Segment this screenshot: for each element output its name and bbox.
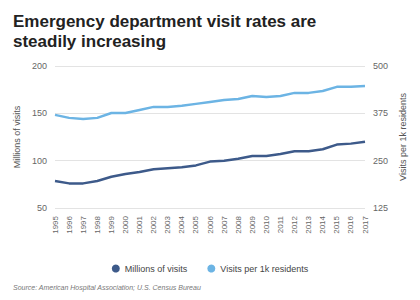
svg-text:Visits per 1k residents: Visits per 1k residents (220, 264, 308, 274)
svg-text:2014: 2014 (318, 215, 327, 233)
svg-text:2002: 2002 (149, 215, 158, 233)
svg-text:2016: 2016 (346, 215, 355, 233)
svg-text:125: 125 (373, 203, 388, 213)
svg-text:2017: 2017 (361, 215, 370, 233)
svg-text:2009: 2009 (248, 215, 257, 233)
svg-text:100: 100 (32, 156, 47, 166)
svg-text:500: 500 (373, 61, 388, 71)
svg-text:1998: 1998 (93, 215, 102, 233)
svg-text:steadily increasing: steadily increasing (13, 32, 166, 51)
svg-text:200: 200 (32, 61, 47, 71)
svg-text:2001: 2001 (135, 215, 144, 233)
svg-text:2012: 2012 (290, 215, 299, 233)
svg-text:375: 375 (373, 108, 388, 118)
svg-text:2013: 2013 (304, 215, 313, 233)
svg-text:2008: 2008 (234, 215, 243, 233)
svg-text:Millions of visits: Millions of visits (125, 264, 188, 274)
svg-text:Millions of visits: Millions of visits (12, 105, 22, 168)
svg-text:1995: 1995 (51, 215, 60, 233)
svg-text:1997: 1997 (79, 215, 88, 233)
svg-text:2010: 2010 (262, 215, 271, 233)
svg-text:2015: 2015 (332, 215, 341, 233)
svg-text:250: 250 (373, 156, 388, 166)
svg-text:2007: 2007 (220, 215, 229, 233)
svg-text:Visits per 1k residents: Visits per 1k residents (398, 93, 408, 181)
svg-text:2000: 2000 (121, 215, 130, 233)
svg-text:Emergency department visit rat: Emergency department visit rates are (13, 12, 321, 31)
svg-text:2003: 2003 (163, 215, 172, 233)
svg-text:Source: American Hospital Asso: Source: American Hospital Association; U… (13, 284, 201, 292)
svg-text:2006: 2006 (206, 215, 215, 233)
svg-text:2011: 2011 (276, 215, 285, 233)
svg-text:150: 150 (32, 108, 47, 118)
svg-text:2004: 2004 (177, 215, 186, 233)
svg-text:2005: 2005 (191, 215, 200, 233)
svg-text:1996: 1996 (65, 215, 74, 233)
svg-text:1999: 1999 (107, 215, 116, 233)
svg-text:50: 50 (37, 203, 47, 213)
